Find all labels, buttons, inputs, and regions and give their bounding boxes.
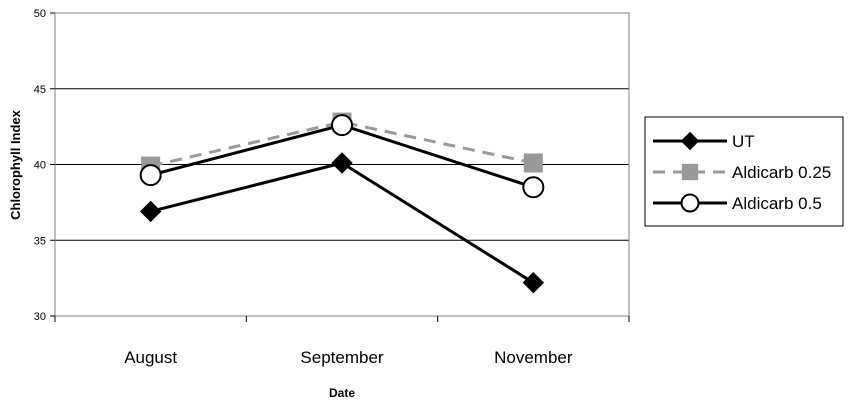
- data-point-diamond: [139, 200, 162, 223]
- legend: UT Aldicarb 0.25 Aldicarb 0.5: [644, 116, 844, 227]
- x-axis-tick-labels: August September November: [124, 348, 573, 367]
- legend-label: Aldicarb 0.5: [732, 194, 822, 213]
- x-tick-label: November: [494, 348, 573, 367]
- y-tick-label: 40: [34, 160, 46, 172]
- y-tick-label: 30: [34, 311, 46, 323]
- data-point-diamond: [331, 152, 353, 174]
- series-markers: [139, 112, 545, 294]
- series-lines: [150, 120, 535, 284]
- legend-label: UT: [732, 132, 755, 151]
- y-tick-label: 35: [34, 235, 46, 247]
- legend-marker-circle: [680, 193, 700, 213]
- y-axis-tick-labels: 30 35 40 45 50: [34, 8, 46, 323]
- legend-marker-square: [681, 163, 699, 181]
- x-axis-title: Date: [329, 386, 355, 400]
- y-axis-title: Chlorophyll Index: [8, 109, 23, 220]
- legend-marker-diamond: [680, 131, 700, 151]
- series-line: [150, 161, 535, 284]
- data-point-square: [523, 153, 543, 173]
- series-line: [150, 120, 534, 168]
- data-point-diamond: [522, 271, 545, 294]
- tick-marks: [50, 12, 630, 322]
- y-tick-label: 50: [34, 8, 46, 20]
- x-tick-label: September: [300, 348, 383, 367]
- data-point-circle: [139, 164, 162, 187]
- data-point-circle: [331, 114, 353, 137]
- y-tick-label: 45: [34, 84, 46, 96]
- data-point-circle: [522, 176, 545, 199]
- legend-label: Aldicarb 0.25: [732, 163, 831, 182]
- x-tick-label: August: [124, 348, 177, 367]
